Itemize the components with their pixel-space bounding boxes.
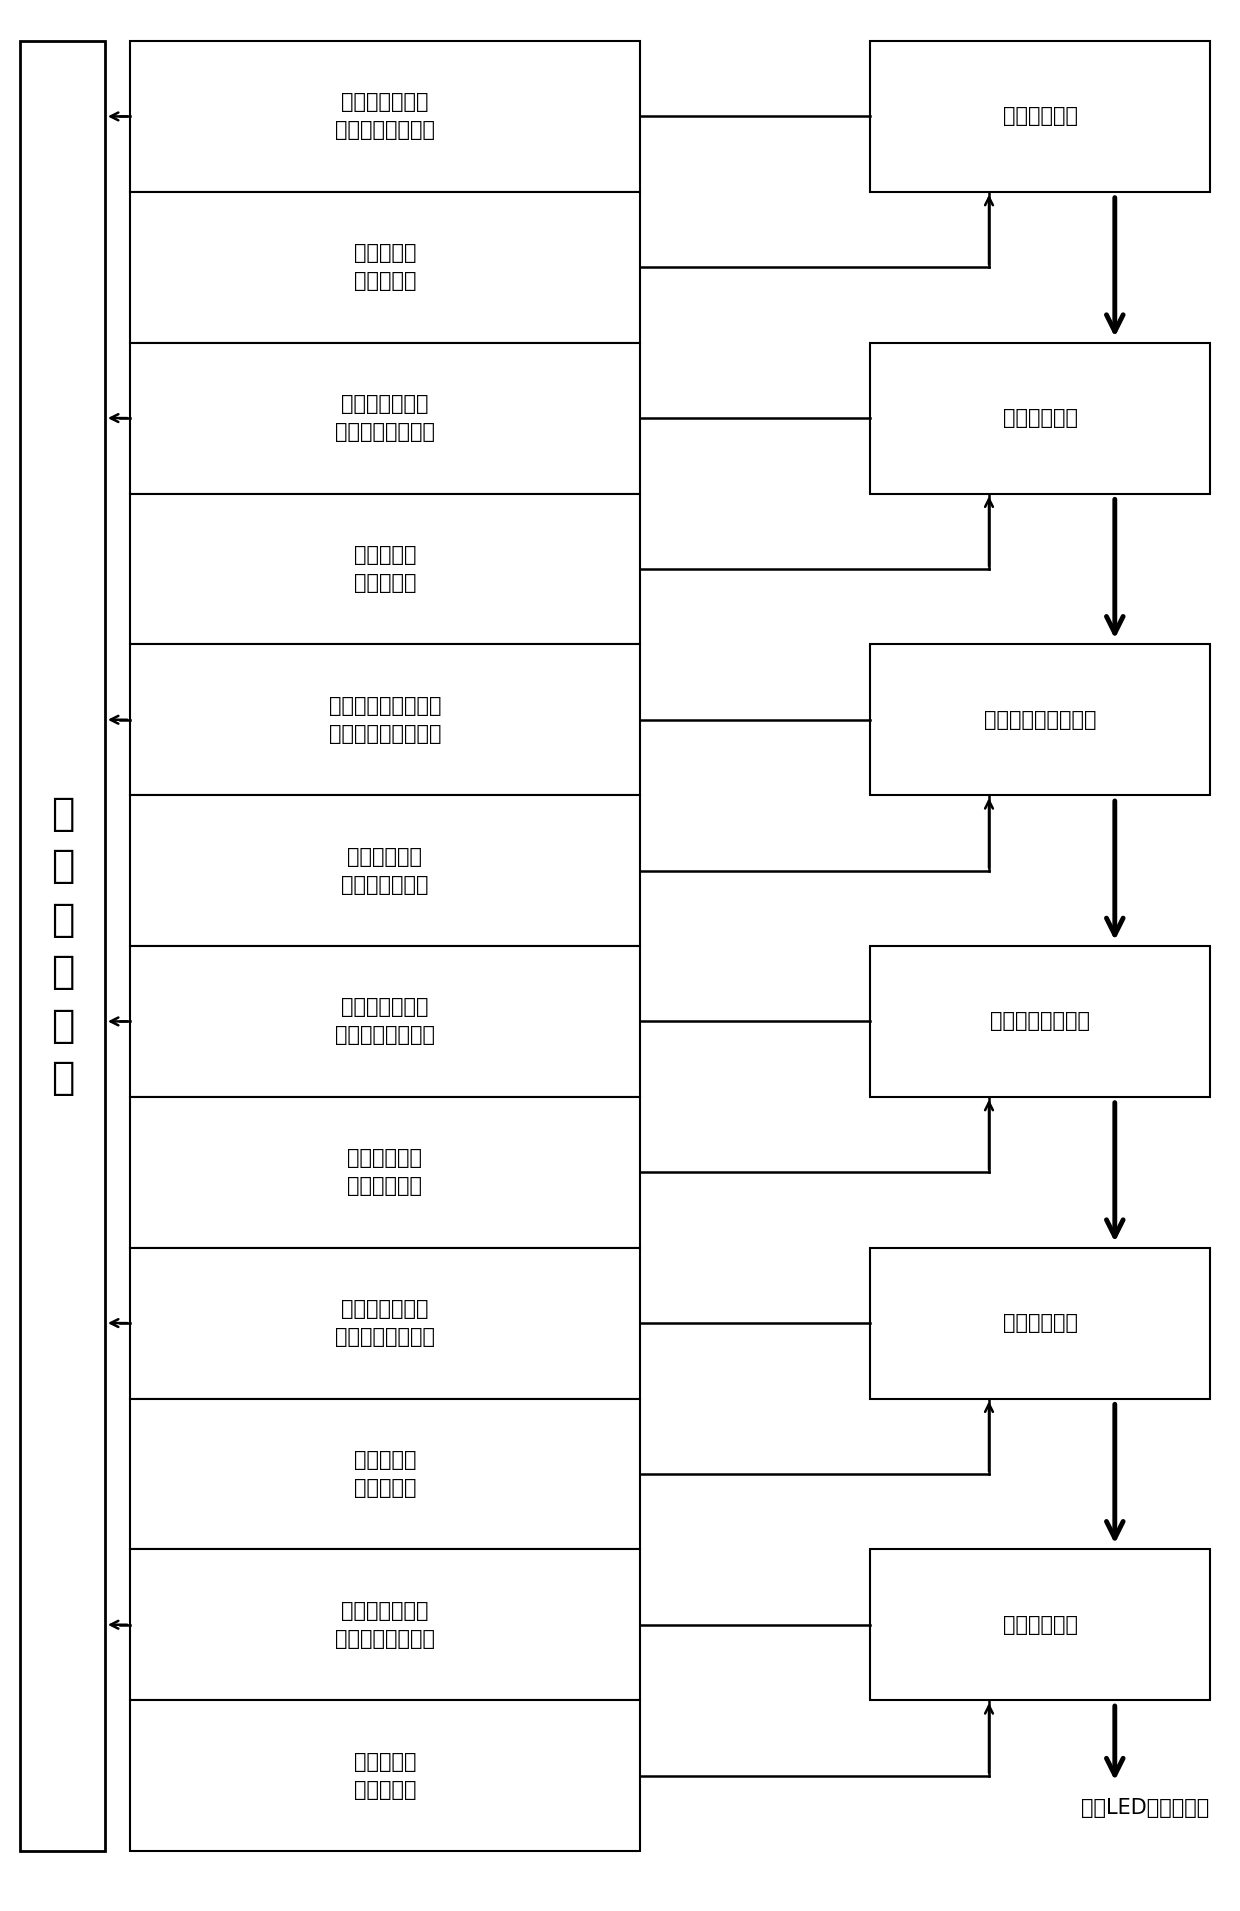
Bar: [130, 1248, 640, 1399]
Text: 滚压贴合成型
工序驱动单元: 滚压贴合成型 工序驱动单元: [347, 1149, 423, 1196]
Text: 成品LED封装体元件: 成品LED封装体元件: [1081, 1798, 1209, 1817]
Bar: [870, 342, 1210, 493]
Text: 工序检测单元的
浆料混合传感装置: 工序检测单元的 浆料混合传感装置: [335, 92, 435, 140]
Text: 浆料混合工
序驱动单元: 浆料混合工 序驱动单元: [353, 243, 417, 290]
Bar: [130, 644, 640, 795]
Text: 滚压贴合成型工序: 滚压贴合成型工序: [990, 1011, 1090, 1032]
Bar: [130, 1399, 640, 1550]
Bar: [130, 191, 640, 342]
Bar: [870, 644, 1210, 795]
Text: 滚压定形和裁切工序: 滚压定形和裁切工序: [983, 709, 1096, 730]
Text: 中
央
控
制
装
置: 中 央 控 制 装 置: [51, 795, 74, 1097]
Text: 固化成型工
序驱动单元: 固化成型工 序驱动单元: [353, 1450, 417, 1498]
Text: 拉伸扩膜工序: 拉伸扩膜工序: [1002, 1615, 1078, 1634]
Bar: [130, 493, 640, 644]
Text: 拉伸扩膜工
序驱动单元: 拉伸扩膜工 序驱动单元: [353, 1752, 417, 1800]
Text: 工序检测单元的
双辊滚压传感装置: 工序检测单元的 双辊滚压传感装置: [335, 394, 435, 441]
Text: 双辊滚压工序: 双辊滚压工序: [1002, 409, 1078, 428]
Bar: [130, 795, 640, 946]
Bar: [130, 342, 640, 493]
Text: 工序检测单元的滚压
定形和裁切传感装置: 工序检测单元的滚压 定形和裁切传感装置: [329, 696, 441, 743]
Bar: [20, 40, 105, 1852]
Text: 工序检测单元的
降温固化传感装置: 工序检测单元的 降温固化传感装置: [335, 1299, 435, 1347]
Bar: [870, 946, 1210, 1097]
Bar: [870, 40, 1210, 191]
Text: 浆料混合工序: 浆料混合工序: [1002, 107, 1078, 126]
Text: 滚压定形和裁
切工序驱动单元: 滚压定形和裁 切工序驱动单元: [341, 847, 429, 894]
Bar: [130, 40, 640, 191]
Text: 固化成型工序: 固化成型工序: [1002, 1313, 1078, 1334]
Text: 工序检测单元的
滚压贴合传感装置: 工序检测单元的 滚压贴合传感装置: [335, 998, 435, 1045]
Bar: [130, 946, 640, 1097]
Bar: [130, 1701, 640, 1852]
Bar: [870, 1248, 1210, 1399]
Text: 工序检测单元的
拉伸扩膜传感装置: 工序检测单元的 拉伸扩膜传感装置: [335, 1601, 435, 1649]
Text: 双辊滚压工
序驱动单元: 双辊滚压工 序驱动单元: [353, 545, 417, 592]
Bar: [130, 1097, 640, 1248]
Bar: [130, 1550, 640, 1701]
Bar: [870, 1550, 1210, 1701]
